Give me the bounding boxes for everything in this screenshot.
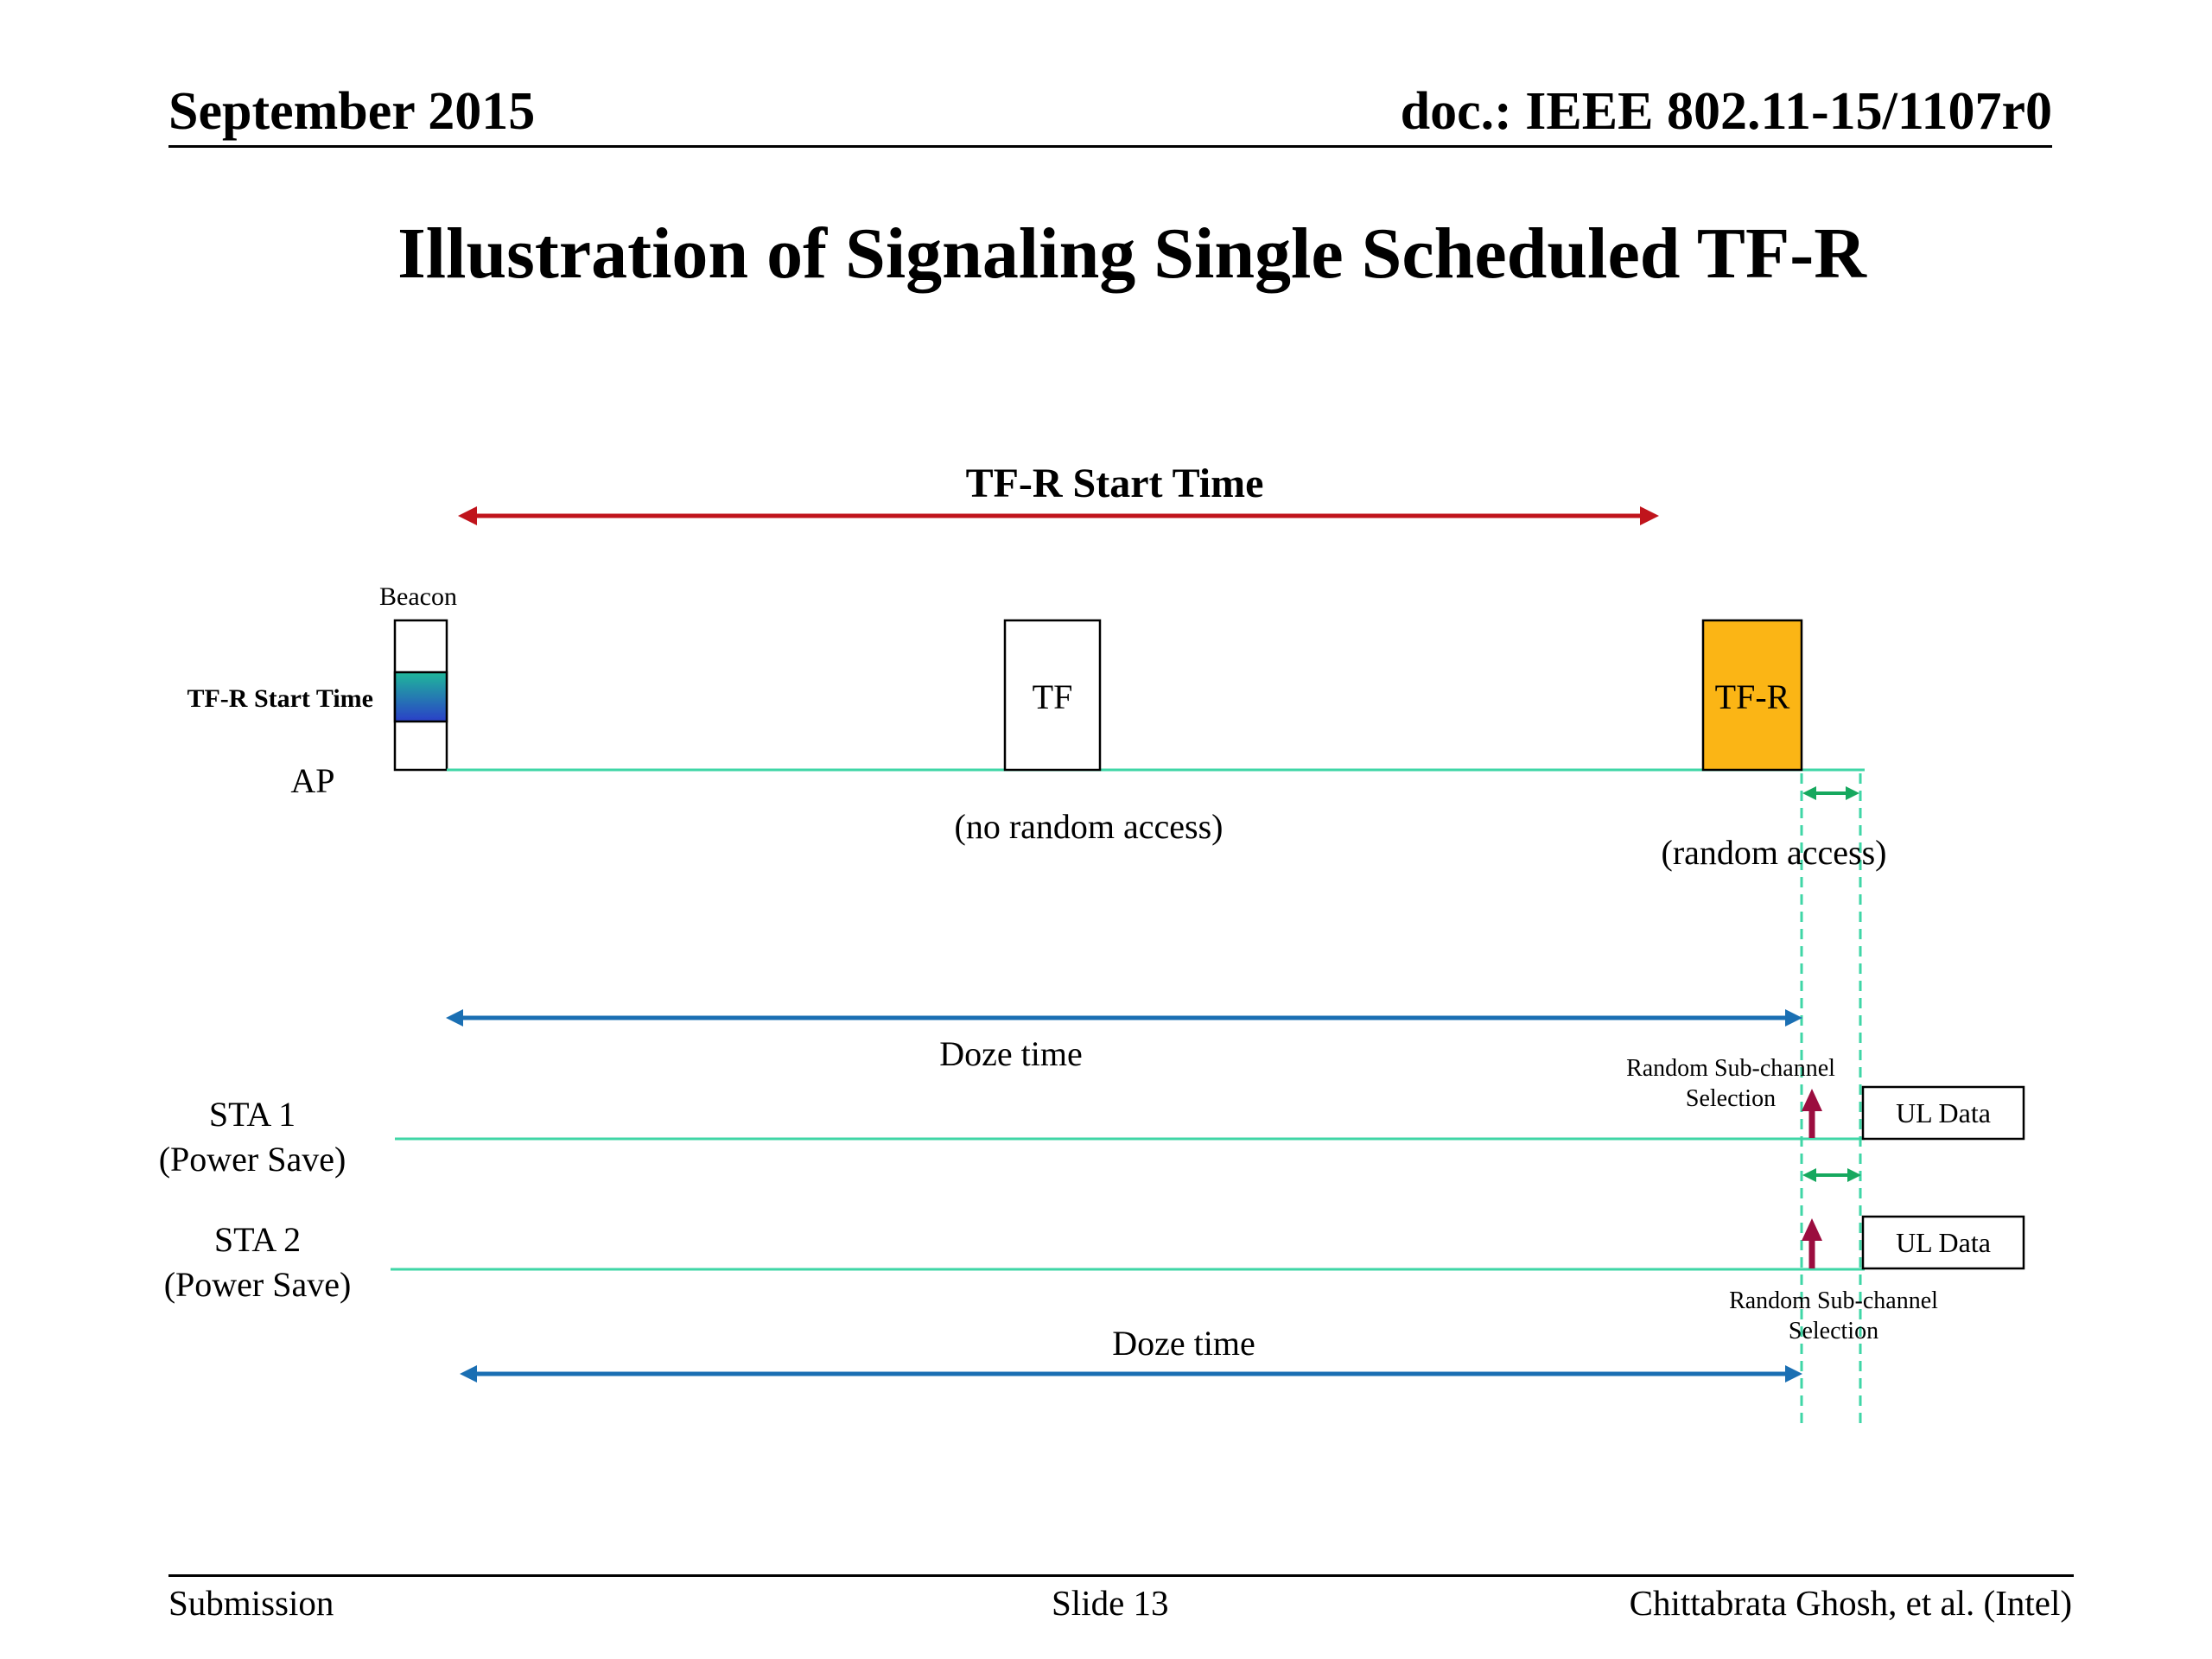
footer-submission: Submission: [168, 1583, 334, 1623]
tfr-start-time-arrow: [458, 506, 1659, 525]
beacon-label: Beacon: [379, 582, 457, 611]
beacon-frame: [393, 619, 448, 772]
slide-title: Illustration of Signaling Single Schedul…: [397, 213, 1866, 294]
tf-frame: [1003, 619, 1102, 772]
rsc-label-2-line2: Selection: [1789, 1318, 1878, 1344]
footer-rule: [168, 1574, 2074, 1577]
ul-data-box-1: [1861, 1085, 2025, 1141]
sta2-mode: (Power Save): [164, 1265, 352, 1304]
rsc-label-1-line2: Selection: [1686, 1085, 1776, 1112]
rsc-label-1-line1: Random Sub-channel: [1626, 1055, 1835, 1082]
doze-time-arrow-sta1: [446, 1009, 1802, 1027]
random-access-window-guides: [1800, 773, 1862, 1430]
header-rule: [168, 145, 2052, 148]
footer-slide-number: Slide 13: [1052, 1583, 1169, 1623]
ul-data-label-2: UL Data: [1896, 1227, 1991, 1258]
sta1-mode: (Power Save): [159, 1140, 346, 1179]
rsc-label-2-line1: Random Sub-channel: [1729, 1287, 1938, 1314]
random-access-window-arrow-sta: [1802, 1168, 1861, 1182]
tfr-start-time-label: TF-R Start Time: [966, 461, 1264, 506]
footer-author: Chittabrata Ghosh, et al. (Intel): [1629, 1583, 2072, 1623]
tf-label: TF: [1033, 677, 1073, 716]
doze-time-label-2: Doze time: [1112, 1324, 1255, 1363]
tfr-note: (random access): [1662, 833, 1887, 872]
header-doc-id: doc.: IEEE 802.11-15/1107r0: [1400, 82, 2052, 141]
ul-data-label-1: UL Data: [1896, 1097, 1991, 1128]
tf-note: (no random access): [955, 807, 1224, 846]
sta2-name: STA 2: [214, 1220, 301, 1259]
sta2-up-arrow: [1802, 1218, 1822, 1268]
ap-label: AP: [290, 761, 334, 800]
tfr-label: TF-R: [1715, 677, 1790, 716]
ul-data-box-2: [1861, 1215, 2025, 1270]
beacon-field-label: TF-R Start Time: [187, 684, 373, 713]
sta1-name: STA 1: [209, 1095, 296, 1134]
sta1-up-arrow: [1802, 1089, 1822, 1138]
tfr-frame: [1701, 619, 1803, 772]
doze-time-arrow-sta2: [460, 1365, 1802, 1382]
header-date: September 2015: [168, 82, 536, 141]
random-access-window-arrow-ap: [1802, 786, 1859, 800]
doze-time-label-1: Doze time: [939, 1034, 1083, 1073]
